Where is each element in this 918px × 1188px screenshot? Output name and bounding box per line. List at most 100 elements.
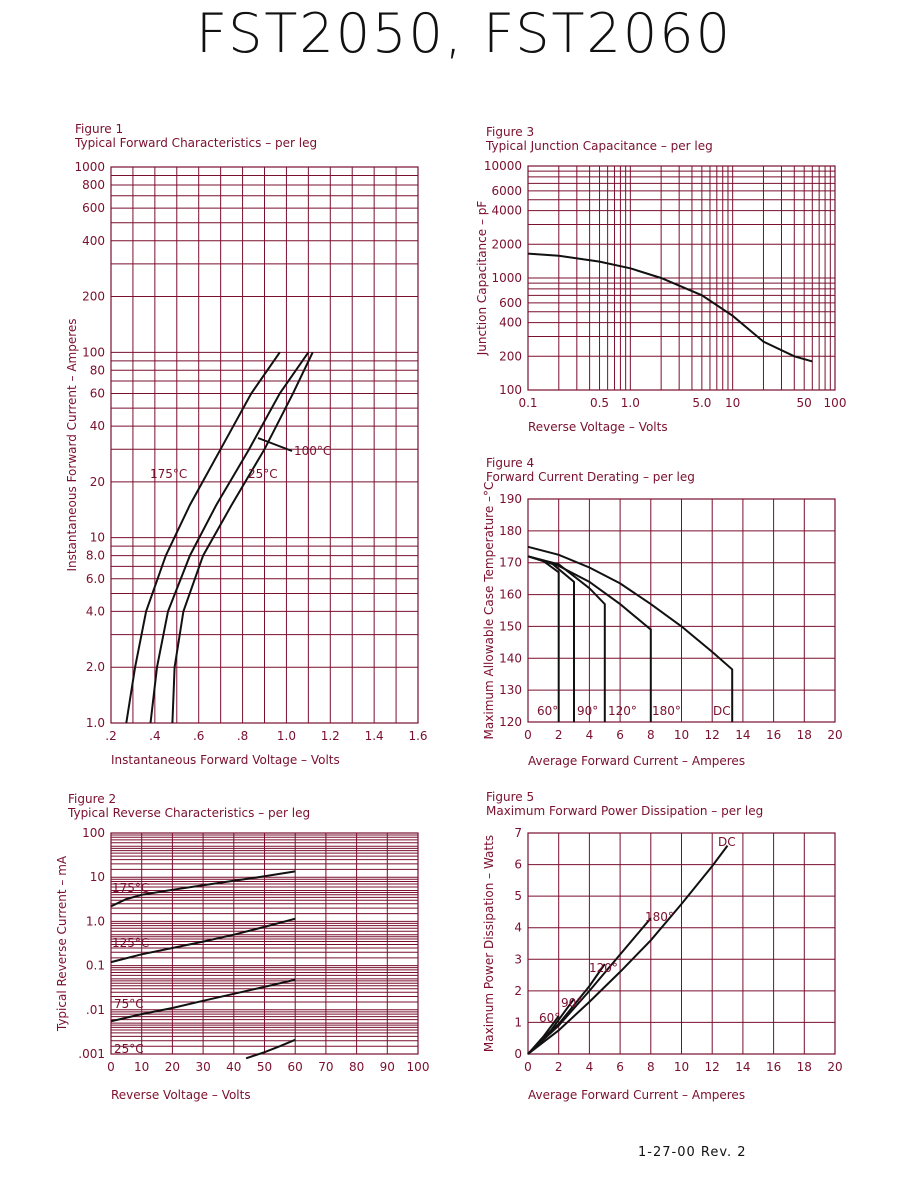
fig1-x-tick-label: .2: [105, 729, 116, 743]
fig3-y-tick-label: 10000: [484, 159, 522, 173]
fig3-y-tick-label: 4000: [491, 204, 522, 218]
fig1-callout-line: [257, 437, 293, 452]
fig3-y-tick-label: 100: [499, 383, 522, 397]
fig3-x-tick-label: 0.5: [590, 396, 609, 410]
fig4-y-axis-label: Maximum Allowable Case Temperature –°C: [482, 482, 496, 740]
fig4-series-line: [527, 545, 734, 722]
fig5-series-label: DC: [718, 835, 736, 849]
fig4-y-tick-label: 130: [499, 683, 522, 697]
fig3-figure-label: Figure 3: [486, 125, 534, 139]
fig2-x-tick-label: 40: [226, 1060, 241, 1074]
fig2-x-tick-label: 90: [380, 1060, 395, 1074]
fig4-x-tick-label: 18: [797, 728, 812, 742]
fig4-x-tick-label: 0: [524, 728, 532, 742]
fig1-y-tick-label: 1.0: [86, 716, 105, 730]
fig1-y-tick-label: 1000: [74, 160, 105, 174]
fig2-series-line: [110, 978, 296, 1023]
fig3-x-tick-label: 50: [797, 396, 812, 410]
fig2-series-line: [245, 1038, 296, 1060]
fig3-plot-frame: [527, 165, 836, 391]
fig5-x-tick-label: 14: [735, 1060, 750, 1074]
fig1-series-line: [149, 351, 310, 724]
fig4-x-tick-label: 6: [616, 728, 624, 742]
fig3-x-tick-label: 5.0: [692, 396, 711, 410]
fig5-x-tick-label: 0: [524, 1060, 532, 1074]
fig2-plot-frame: [110, 832, 419, 1055]
fig1-title: Typical Forward Characteristics – per le…: [74, 136, 317, 150]
fig1-y-tick-label: 60: [90, 386, 105, 400]
fig5-series-label: 60°: [539, 1011, 560, 1025]
fig3-y-tick-label: 1000: [491, 271, 522, 285]
fig2-x-tick-label: 100: [407, 1060, 430, 1074]
fig2-series-line: [110, 917, 296, 964]
fig5-x-tick-label: 8: [647, 1060, 655, 1074]
fig5-figure-label: Figure 5: [486, 790, 534, 804]
fig5-y-tick-label: 0: [514, 1047, 522, 1061]
fig4-series-label: 90°: [577, 704, 598, 718]
fig5-x-tick-label: 2: [555, 1060, 563, 1074]
fig1-y-tick-label: 100: [82, 345, 105, 359]
fig2-y-tick-label: 10: [90, 870, 105, 884]
fig4-y-tick-label: 150: [499, 619, 522, 633]
fig1-y-tick-label: 6.0: [86, 572, 105, 586]
fig4-x-tick-label: 10: [674, 728, 689, 742]
fig4-y-tick-label: 190: [499, 492, 522, 506]
fig1-x-tick-label: 1.0: [277, 729, 296, 743]
fig5-series-line: [527, 917, 652, 1055]
fig3-x-tick-label: 10: [725, 396, 740, 410]
fig5-y-tick-label: 4: [514, 921, 522, 935]
fig2-x-tick-label: 80: [349, 1060, 364, 1074]
fig2-series-label: 175°C: [112, 881, 149, 895]
fig4-x-tick-label: 2: [555, 728, 563, 742]
fig3-title: Typical Junction Capacitance – per leg: [485, 139, 713, 153]
fig5-x-tick-label: 4: [586, 1060, 594, 1074]
fig1-figure-label: Figure 1: [75, 122, 123, 136]
fig5-gridlines: [527, 832, 836, 1055]
fig4-x-tick-label: 16: [766, 728, 781, 742]
fig2-gridlines: [110, 832, 419, 1055]
fig4-y-tick-label: 120: [499, 715, 522, 729]
fig2-y-tick-label: .01: [86, 1003, 105, 1017]
fig5-series-label: 120°: [589, 961, 618, 975]
fig1-y-tick-label: 4.0: [86, 604, 105, 618]
fig1-x-tick-label: .8: [237, 729, 248, 743]
fig1-series-line: [171, 351, 314, 724]
fig2-x-tick-label: 10: [134, 1060, 149, 1074]
fig4-y-tick-label: 180: [499, 524, 522, 538]
page-title: FST2050, FST2060: [196, 2, 732, 65]
fig1-y-tick-label: 400: [82, 234, 105, 248]
fig2-y-tick-label: 0.1: [86, 959, 105, 973]
fig1-y-tick-label: 8.0: [86, 549, 105, 563]
fig3-x-axis-label: Reverse Voltage – Volts: [528, 420, 668, 434]
fig5-title: Maximum Forward Power Dissipation – per …: [486, 804, 763, 818]
fig2-series-label: 25°C: [114, 1042, 144, 1056]
fig1-y-axis-label: Instantaneous Forward Current – Amperes: [65, 318, 79, 571]
fig4-y-tick-label: 170: [499, 556, 522, 570]
fig3-y-tick-label: 600: [499, 296, 522, 310]
fig5-x-tick-label: 6: [616, 1060, 624, 1074]
fig2-figure-label: Figure 2: [68, 792, 116, 806]
fig3-y-axis-label: Junction Capacitance – pF: [475, 201, 489, 357]
fig2-title: Typical Reverse Characteristics – per le…: [67, 806, 310, 820]
fig1-y-tick-label: 20: [90, 475, 105, 489]
fig5-x-tick-label: 16: [766, 1060, 781, 1074]
fig1-y-tick-label: 40: [90, 419, 105, 433]
fig5-x-tick-label: 20: [827, 1060, 842, 1074]
fig2-x-tick-label: 30: [195, 1060, 210, 1074]
fig1-series-line: [125, 351, 281, 724]
fig1-x-tick-label: .6: [193, 729, 204, 743]
fig5-y-tick-label: 1: [514, 1015, 522, 1029]
fig1-gridlines: [110, 166, 419, 724]
fig2-series-label: 75°C: [114, 997, 144, 1011]
fig1-y-tick-label: 600: [82, 201, 105, 215]
fig5-y-tick-label: 2: [514, 984, 522, 998]
fig4-series-label: 180°: [652, 704, 681, 718]
fig4-x-tick-label: 12: [705, 728, 720, 742]
fig3-x-tick-label: 100: [824, 396, 847, 410]
fig4-series-line: [527, 555, 606, 722]
fig1-y-tick-label: 10: [90, 531, 105, 545]
